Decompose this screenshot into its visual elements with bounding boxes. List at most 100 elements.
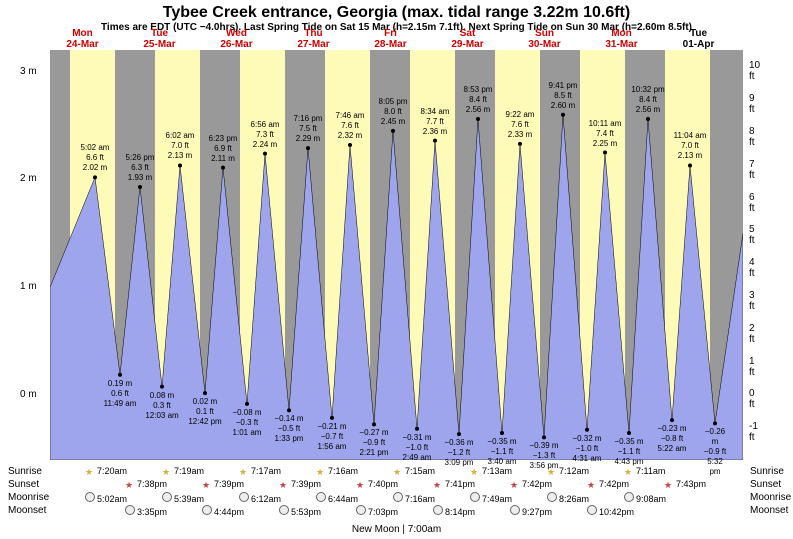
sunset-icon: ★ [510,480,520,490]
y-axis-right-tick: 1 ft [749,356,755,378]
high-tide-label: 8:53 pm8.4 ft2.56 m [464,85,493,115]
y-axis-right-tick: 7 ft [749,159,755,181]
astro-value: 7:03pm [356,505,398,517]
astro-value: ★7:15am [393,466,435,477]
moon-icon [433,505,443,515]
high-tide-label: 11:04 am7.0 ft2.13 m [674,131,707,161]
moon-icon [85,492,95,502]
y-axis-right-tick: 3 ft [749,290,755,312]
sun-icon: ★ [393,467,403,477]
high-tide-label: 8:34 am7.7 ft2.36 m [421,107,450,137]
astro-value: ★7:38pm [125,479,167,490]
astro-value: ★7:39pm [279,479,321,490]
day-header: Sun30-Mar [502,28,587,50]
sunset-icon: ★ [279,480,289,490]
day-header: Thu27-Mar [271,28,356,50]
astro-value: ★7:43pm [664,479,706,490]
astro-value: 5:53pm [279,505,321,517]
low-tide-label: 0.08 m0.3 ft12:03 am [145,391,178,421]
high-tide-label: 6:02 am7.0 ft2.13 m [166,131,195,161]
astro-value: ★7:16am [316,466,358,477]
low-tide-label: −0.35 m−1.1 ft3:40 am [487,437,516,467]
astro-value: 10:42pm [587,505,634,517]
low-tide-label: 0.02 m0.1 ft12:42 pm [188,397,221,427]
y-axis-right-tick: 0 ft [749,388,755,410]
y-axis-right-tick: 10 ft [749,60,760,82]
astro-value: ★7:17am [239,466,281,477]
moon-phase-label: New Moon | 7:00am [352,524,441,535]
high-tide-label: 9:41 pm8.5 ft2.60 m [549,81,578,111]
day-header: Mon24-Mar [40,28,125,50]
low-tide-label: −0.26 m−0.9 ft5:32 pm [701,427,729,477]
day-header: Tue25-Mar [117,28,202,50]
astro-value: 9:08am [624,492,666,504]
moon-icon [356,505,366,515]
astro-value: 4:44pm [202,505,244,517]
astro-value: ★7:12am [547,466,589,477]
y-axis-right-tick: 2 ft [749,323,755,345]
astro-value: ★7:42pm [587,479,629,490]
moon-icon [279,505,289,515]
high-tide-label: 7:16 pm7.5 ft2.29 m [294,114,323,144]
astro-row-label-left: Moonset [8,505,46,516]
astro-row-label-left: Sunrise [8,466,42,477]
low-tide-label: −0.27 m−0.9 ft2:21 pm [359,428,388,458]
sun-icon: ★ [316,467,326,477]
low-tide-label: 0.19 m0.6 ft11:49 am [104,379,137,409]
high-tide-label: 5:26 pm6.3 ft1.93 m [126,153,155,183]
astro-value: 8:26am [547,492,589,504]
moon-icon [470,492,480,502]
y-axis-right-tick: 6 ft [749,192,755,214]
astro-value: ★7:19am [162,466,204,477]
sunset-icon: ★ [125,480,135,490]
high-tide-label: 10:32 pm8.4 ft2.56 m [631,85,664,115]
plot-area: Mon24-MarTue25-MarWed26-MarThu27-MarFri2… [50,50,743,460]
day-header: Mon31-Mar [579,28,664,50]
low-tide-label: −0.32 m−1.0 ft4:31 am [572,434,601,464]
astro-value: ★7:39pm [202,479,244,490]
sun-icon: ★ [239,467,249,477]
moon-icon [316,492,326,502]
moon-icon [587,505,597,515]
y-axis-left-tick: 1 m [20,281,37,292]
y-axis-right-tick: 5 ft [749,224,755,246]
sunset-icon: ★ [202,480,212,490]
astro-value: ★7:13am [470,466,512,477]
moon-icon [202,505,212,515]
y-axis-right-tick: 4 ft [749,257,755,279]
astro-value: 7:49am [470,492,512,504]
moon-icon [510,505,520,515]
sun-icon: ★ [624,467,634,477]
day-header: Tue01-Apr [656,28,741,50]
sun-icon: ★ [162,467,172,477]
sunset-icon: ★ [664,480,674,490]
sun-icon: ★ [547,467,557,477]
moon-icon [162,492,172,502]
low-tide-label: −0.36 m−1.2 ft3:09 pm [444,438,473,468]
astro-row-label-right: Moonset [750,505,788,516]
high-tide-label: 6:56 am7.3 ft2.24 m [251,120,280,150]
day-header: Wed26-Mar [194,28,279,50]
moon-icon [624,492,634,502]
y-axis-left-tick: 2 m [20,173,37,184]
y-axis-right-tick: 9 ft [749,93,755,115]
astro-value: 7:16am [393,492,435,504]
moon-icon [547,492,557,502]
low-tide-label: −0.21 m−0.7 ft1:56 am [317,422,346,452]
day-header: Sat29-Mar [425,28,510,50]
moon-icon [125,505,135,515]
astro-value: 5:02am [85,492,127,504]
sunset-icon: ★ [356,480,366,490]
sun-icon: ★ [85,467,95,477]
low-tide-label: −0.23 m−0.8 ft5:22 am [657,424,686,454]
astro-row-label-right: Moonrise [750,492,791,503]
astro-value: 5:39am [162,492,204,504]
y-axis-right-tick: -1 ft [749,421,758,443]
sun-icon: ★ [470,467,480,477]
astro-value: 3:35pm [125,505,167,517]
day-header: Fri28-Mar [348,28,433,50]
high-tide-label: 8:05 pm8.0 ft2.45 m [379,97,408,127]
low-tide-label: −0.14 m−0.5 ft1:33 pm [274,414,303,444]
high-tide-label: 6:23 pm6.9 ft2.11 m [209,134,238,164]
y-axis-right-tick: 8 ft [749,126,755,148]
